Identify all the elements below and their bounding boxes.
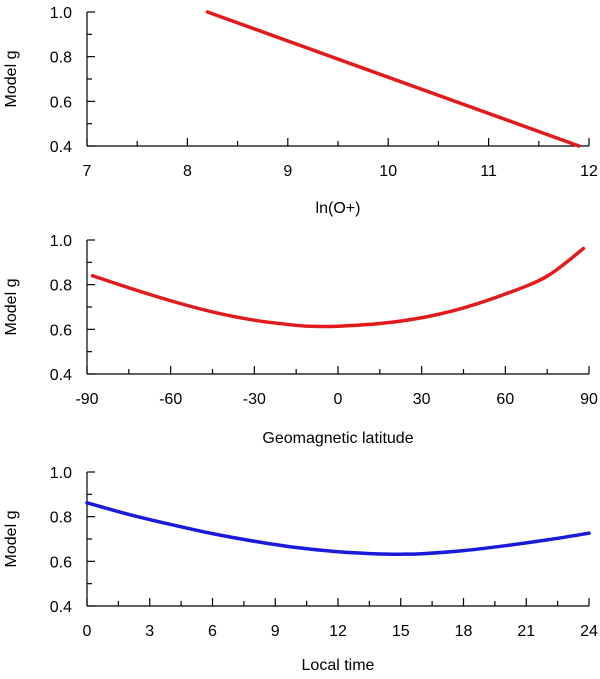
y-tick-label: 1.0 bbox=[50, 5, 72, 22]
y-tick-label: 0.8 bbox=[50, 510, 72, 527]
y-axis-title: Model g bbox=[3, 51, 20, 108]
x-tick-label: 12 bbox=[329, 623, 347, 640]
x-tick-label: 9 bbox=[283, 163, 292, 180]
y-tick-label: 0.4 bbox=[50, 599, 72, 616]
x-tick-label: 18 bbox=[455, 623, 473, 640]
x-tick-label: 11 bbox=[480, 163, 497, 180]
y-tick-label: 1.0 bbox=[50, 233, 72, 250]
x-tick-label: 10 bbox=[379, 163, 397, 180]
x-tick-label: 15 bbox=[392, 623, 410, 640]
y-tick-label: 0.4 bbox=[50, 367, 72, 384]
x-tick-label: 8 bbox=[183, 163, 192, 180]
x-tick-label: 6 bbox=[208, 623, 217, 640]
y-axis-title: Model g bbox=[3, 279, 20, 336]
x-tick-label: 90 bbox=[580, 391, 598, 408]
y-tick-label: 0.8 bbox=[50, 278, 72, 295]
y-tick-label: 0.6 bbox=[50, 322, 72, 339]
x-tick-label: 3 bbox=[145, 623, 154, 640]
x-axis-title: Geomagnetic latitude bbox=[262, 430, 413, 447]
y-tick-label: 0.4 bbox=[50, 139, 72, 156]
x-tick-label: 24 bbox=[580, 623, 598, 640]
x-tick-label: 21 bbox=[517, 623, 535, 640]
chart-panel-2: -90 -60 -30 0 30 60 90 0.4 0.6 0.8 1.0 Geomagnetic … bbox=[3, 233, 598, 447]
y-axis-title: Model g bbox=[3, 511, 20, 568]
y-tick-label: 0.8 bbox=[50, 50, 72, 67]
x-axis-title: Local time bbox=[302, 657, 375, 674]
x-tick-label: 60 bbox=[496, 391, 514, 408]
x-tick-label: 0 bbox=[334, 391, 343, 408]
y-tick-label: 1.0 bbox=[50, 465, 72, 482]
series-line bbox=[205, 10, 581, 148]
chart-panel-3: 0 3 6 9 12 15 18 21 24 0.4 0.6 0.8 1.0 Local time Mode… bbox=[3, 465, 598, 674]
series-line bbox=[85, 501, 591, 556]
chart-panel-1: 7 8 9 10 11 12 0.4 0.6 0.8 1.0 ln(O+) Model g bbox=[3, 5, 598, 217]
x-tick-label: -60 bbox=[159, 391, 182, 408]
x-tick-label: 30 bbox=[413, 391, 431, 408]
y-tick-label: 0.6 bbox=[50, 94, 72, 111]
x-tick-label: 9 bbox=[271, 623, 280, 640]
x-tick-label: 7 bbox=[83, 163, 92, 180]
x-tick-label: 12 bbox=[580, 163, 598, 180]
x-tick-label: -30 bbox=[243, 391, 266, 408]
x-axis-title: ln(O+) bbox=[316, 200, 361, 217]
x-tick-label: 0 bbox=[83, 623, 92, 640]
y-tick-label: 0.6 bbox=[50, 554, 72, 571]
x-tick-label: -90 bbox=[75, 391, 98, 408]
series-line bbox=[90, 246, 586, 329]
